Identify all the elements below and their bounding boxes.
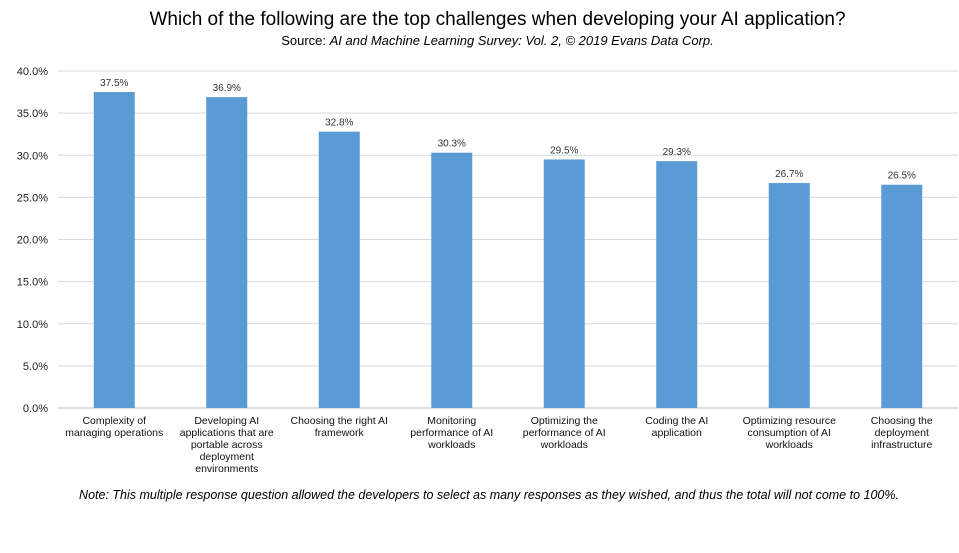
y-tick-label: 5.0% [23,361,48,373]
y-tick-label: 35.0% [17,108,48,120]
x-tick-label: Developing AI applications that are port… [179,415,274,475]
y-tick-label: 0.0% [23,403,48,415]
data-label: 29.3% [663,147,691,158]
bar [768,183,810,408]
footnote: Note: This multiple response question al… [79,488,899,502]
y-tick-label: 20.0% [17,235,48,247]
y-tick-label: 30.0% [17,150,48,162]
y-tick-label: 15.0% [17,277,48,289]
bar [318,131,360,408]
data-label: 26.5% [888,171,916,182]
bar [93,92,135,408]
data-label: 37.5% [100,78,128,89]
bar [881,184,923,408]
y-tick-label: 40.0% [17,66,48,78]
data-label: 29.5% [550,145,578,156]
y-tick-label: 10.0% [17,319,48,331]
x-tick-label: Choosing the deployment infrastructure [870,415,933,451]
data-label: 30.3% [438,139,466,150]
x-tick-label: Complexity of managing operations [65,415,164,439]
subtitle-prefix: Source: [281,33,330,48]
subtitle-source: AI and Machine Learning Survey: Vol. 2, … [329,33,714,48]
bar [543,159,585,408]
bar [206,97,248,409]
y-tick-label: 25.0% [17,192,48,204]
x-tick-label: Coding the AI application [645,415,709,439]
x-tick-label: Optimizing resource consumption of AI wo… [742,415,836,451]
x-tick-label: Monitoring performance of AI workloads [410,415,494,451]
bar [431,152,473,408]
data-label: 32.8% [325,118,353,129]
chart-subtitle: Source: AI and Machine Learning Survey: … [0,33,959,48]
data-label: 26.7% [775,169,803,180]
chart-title: Which of the following are the top chall… [149,9,846,30]
x-tick-label: Choosing the right AI framework [290,415,388,439]
bar [656,161,698,408]
x-tick-label: Optimizing the performance of AI workloa… [522,415,606,451]
data-label: 36.9% [213,83,241,94]
